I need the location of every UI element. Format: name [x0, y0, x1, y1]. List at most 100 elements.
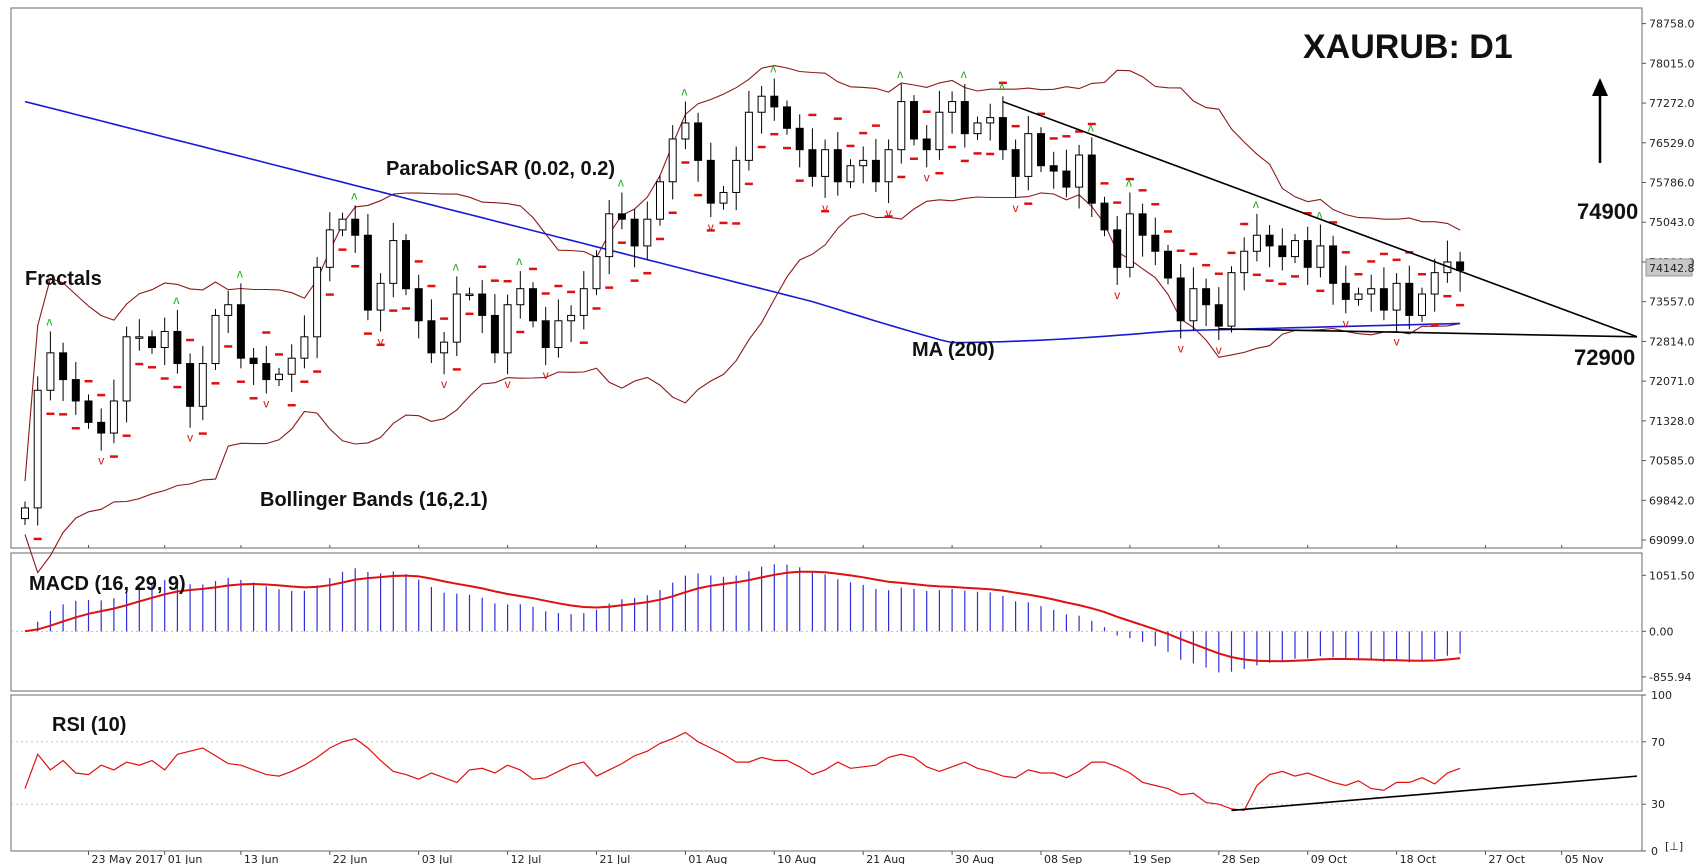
- candle: [1113, 215, 1122, 285]
- fractal-up-marker: ʌ: [237, 266, 243, 280]
- parabolic-sar: [33, 81, 1465, 541]
- parabolic-sar-label: ParabolicSAR (0.02, 0.2): [386, 158, 615, 180]
- candle: [440, 332, 449, 375]
- candle: [1278, 228, 1287, 271]
- fractal-down-marker: v: [1394, 334, 1400, 348]
- candle: [529, 282, 537, 328]
- x-tick-label: 19 Sep: [1133, 853, 1171, 864]
- candle: [732, 146, 741, 211]
- x-tick-label: 18 Oct: [1400, 853, 1437, 864]
- descending-trendline: [1002, 100, 1638, 338]
- candle: [770, 78, 779, 121]
- fractal-up-marker: ʌ: [961, 67, 967, 81]
- candle: [1100, 196, 1109, 237]
- candle: [262, 345, 271, 394]
- candle: [1341, 265, 1350, 314]
- candle: [592, 250, 601, 296]
- fractals-label: Fractals: [25, 268, 102, 290]
- candle: [59, 342, 68, 401]
- macd-signal-line: [24, 570, 1461, 663]
- y-tick-label: 73557.0: [1649, 296, 1695, 309]
- y-tick-label: 69099.0: [1649, 534, 1695, 547]
- candle: [783, 100, 791, 135]
- candle: [1316, 224, 1325, 278]
- candle: [1367, 274, 1376, 312]
- fractal-down-marker: v: [1178, 341, 1184, 355]
- x-tick-label: 21 Aug: [866, 853, 905, 864]
- candle: [1011, 139, 1020, 198]
- candle: [744, 90, 753, 171]
- bollinger-label: Bollinger Bands (16,2.1): [260, 489, 488, 511]
- candle: [275, 367, 283, 386]
- candle: [1037, 127, 1045, 173]
- x-tick-label: 22 Jun: [333, 853, 368, 864]
- fractal-up-marker: ʌ: [1253, 197, 1259, 211]
- fractal-up-marker: ʌ: [618, 175, 624, 189]
- candle: [986, 103, 995, 141]
- macd-panel: [10, 552, 1643, 692]
- fractal-down-marker: v: [1114, 288, 1120, 302]
- rsi-plot: [24, 731, 1638, 812]
- svg-text:74142.8: 74142.8: [1649, 262, 1695, 275]
- scroll-end-icon[interactable]: [⊥]: [1665, 840, 1683, 853]
- fractal-up-marker: ʌ: [453, 259, 459, 273]
- chart-title: XAURUB: D1: [1303, 28, 1513, 66]
- candle: [160, 317, 169, 366]
- candle: [186, 353, 195, 428]
- fractal-up-marker: ʌ: [1126, 175, 1132, 189]
- candle: [1227, 266, 1236, 333]
- candle: [1075, 144, 1084, 209]
- candle: [198, 345, 207, 421]
- candle: [846, 159, 855, 189]
- candle: [719, 186, 728, 210]
- support-line: [1218, 327, 1638, 338]
- candle: [300, 315, 309, 369]
- candle: [808, 128, 817, 187]
- candle: [325, 212, 334, 282]
- candle: [84, 394, 93, 429]
- candle: [452, 276, 461, 357]
- fractal-up-marker: ʌ: [897, 67, 903, 81]
- x-tick-label: 27 Oct: [1489, 853, 1526, 864]
- candle: [935, 90, 944, 160]
- candle: [97, 408, 106, 451]
- fractal-down-marker: v: [708, 220, 714, 234]
- candle: [1151, 217, 1160, 266]
- y-tick-label: 70585.0: [1649, 455, 1695, 468]
- candle: [617, 192, 626, 230]
- fractal-down-marker: v: [441, 377, 447, 391]
- candle: [1189, 267, 1198, 331]
- candle: [135, 319, 144, 351]
- candle: [363, 213, 372, 321]
- candle: [503, 294, 512, 375]
- fractal-down-marker: v: [1013, 201, 1019, 215]
- fractal-down-marker: v: [886, 206, 892, 220]
- x-tick-label: 13 Jun: [244, 853, 279, 864]
- candle: [1024, 116, 1033, 191]
- fractal-down-marker: v: [822, 201, 828, 215]
- y-tick-label: 69842.0: [1649, 494, 1695, 507]
- candle: [287, 344, 296, 392]
- candle: [1303, 226, 1312, 285]
- candle: [1405, 265, 1414, 330]
- candle: [948, 91, 957, 134]
- rsi-y-tick-label: 100: [1651, 689, 1672, 702]
- x-tick-label: 10 Aug: [777, 853, 816, 864]
- y-tick-label: 72814.0: [1649, 335, 1695, 348]
- x-tick-label: 05 Nov: [1565, 853, 1604, 864]
- x-tick-label: 30 Aug: [955, 853, 994, 864]
- y-tick-label: 75786.0: [1649, 177, 1695, 190]
- fractal-up-marker: ʌ: [1088, 120, 1094, 134]
- candle: [821, 139, 830, 198]
- macd-y-tick-label: 0.00: [1649, 625, 1674, 638]
- candle: [236, 283, 245, 369]
- candle: [922, 125, 931, 168]
- resistance-level-label: 74900: [1577, 199, 1638, 224]
- candle: [478, 280, 487, 334]
- candle: [1291, 234, 1299, 264]
- y-tick-label: 78758.0: [1649, 18, 1695, 31]
- current-price-tag: 74142.8: [1645, 258, 1695, 277]
- ma-label: MA (200): [912, 339, 995, 361]
- candle: [173, 310, 182, 374]
- fractal-down-marker: v: [187, 431, 193, 445]
